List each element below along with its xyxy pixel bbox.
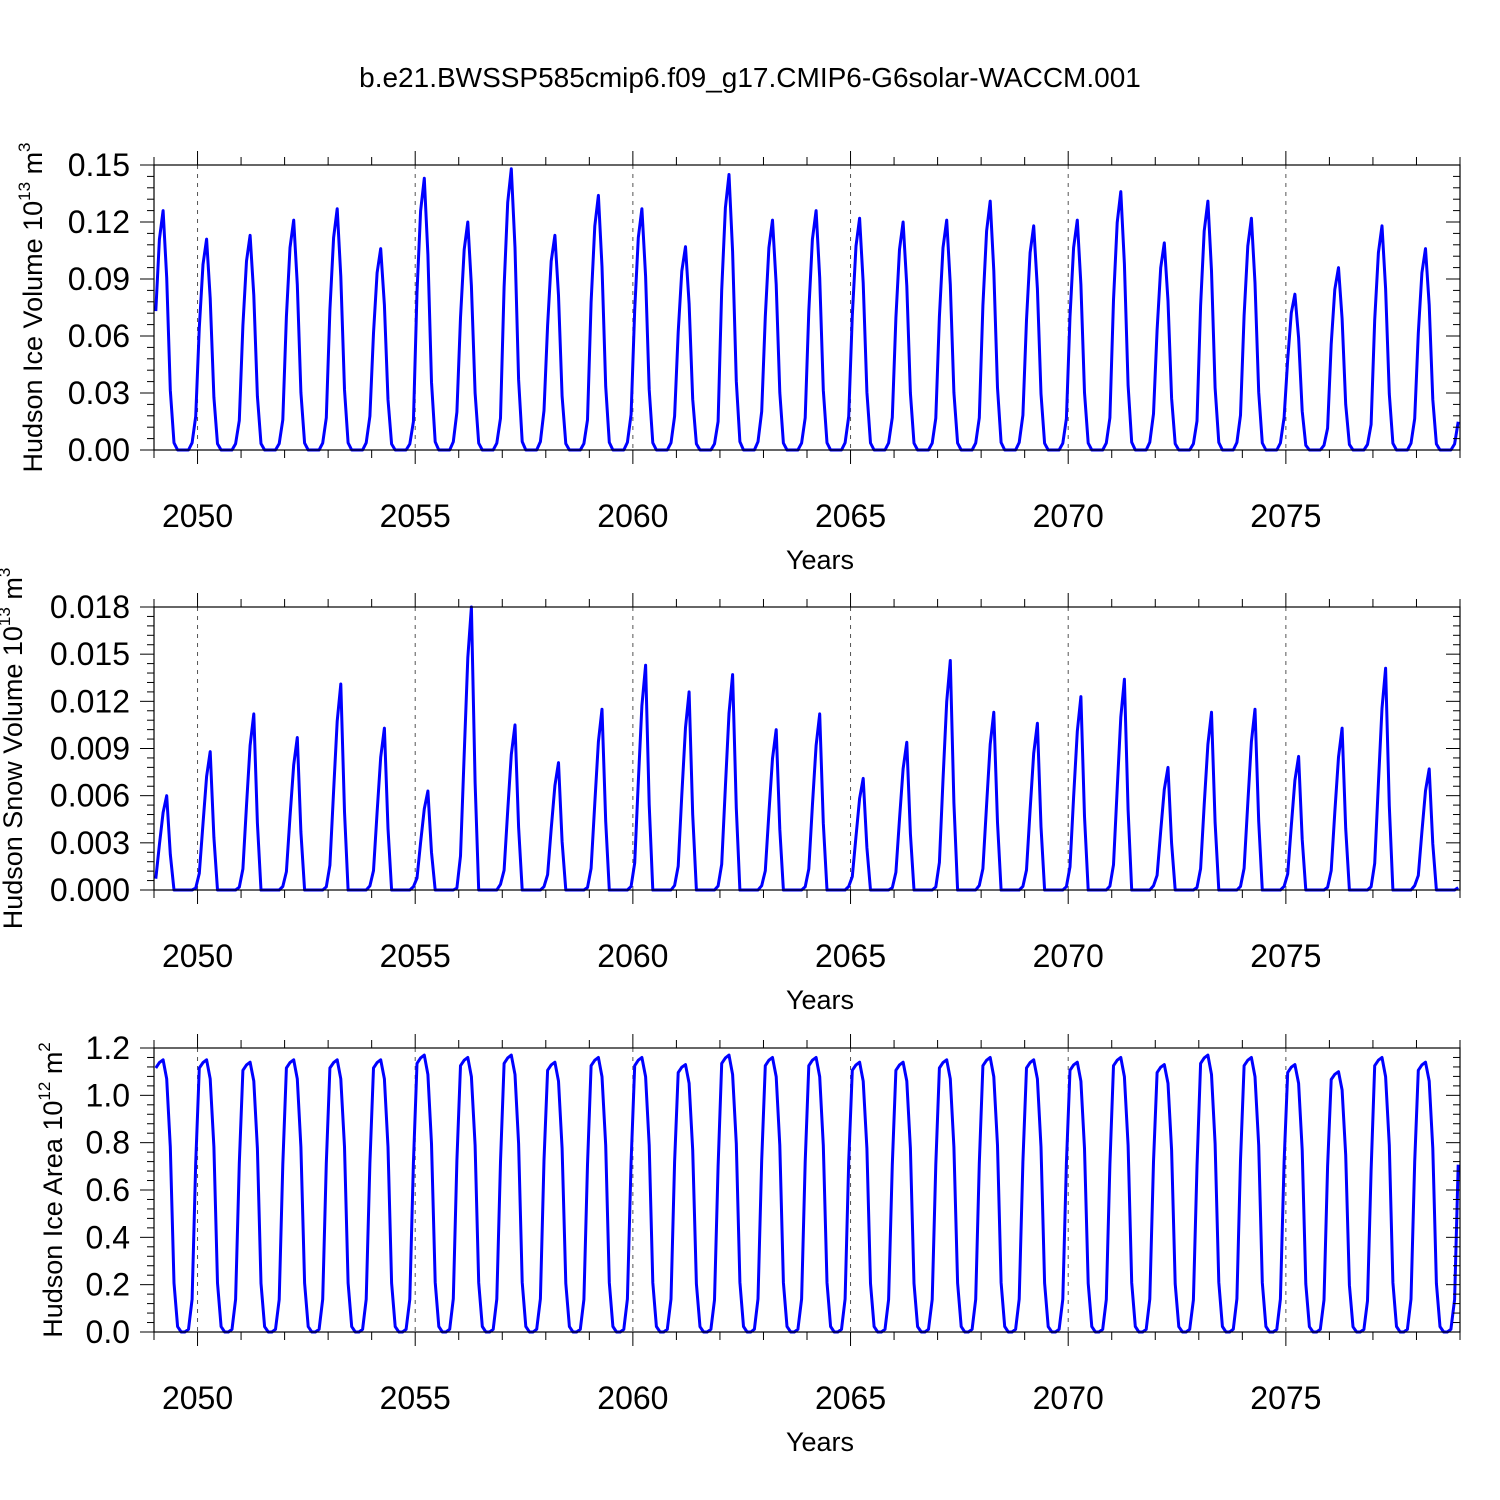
page-title: b.e21.BWSSP585cmip6.f09_g17.CMIP6-G6sola… bbox=[359, 62, 1141, 93]
y-axis-label: Hudson Ice Area 1012 m2 bbox=[35, 1042, 68, 1338]
y-tick-label: 0.15 bbox=[68, 147, 130, 183]
x-tick-label: 2070 bbox=[1033, 498, 1104, 534]
x-tick-label: 2070 bbox=[1033, 1380, 1104, 1416]
y-label-unit-exp: 3 bbox=[0, 568, 14, 577]
x-tick-label: 2060 bbox=[597, 498, 668, 534]
x-tick-label: 2065 bbox=[815, 1380, 886, 1416]
x-tick-label: 2075 bbox=[1250, 498, 1321, 534]
y-label-unit-exp: 3 bbox=[15, 142, 34, 151]
y-tick-label: 0.012 bbox=[50, 683, 130, 719]
y-tick-label: 0.009 bbox=[50, 731, 130, 767]
y-tick-label: 0.00 bbox=[68, 432, 130, 468]
x-tick-label: 2050 bbox=[162, 1380, 233, 1416]
y-axis-label: Hudson Ice Volume 1013 m3 bbox=[15, 142, 48, 472]
x-tick-label: 2050 bbox=[162, 938, 233, 974]
chart-panel-1: 2050 2055 2060 2065 2070 2075 Years 0.00 0.03 0.0… bbox=[15, 142, 1461, 575]
y-axis-label: Hudson Snow Volume 1013 m3 bbox=[0, 568, 28, 930]
y-tick-label: 0.4 bbox=[86, 1219, 130, 1255]
y-label-base: Hudson Snow Volume 10 bbox=[0, 626, 28, 929]
x-tick-label: 2060 bbox=[597, 1380, 668, 1416]
y-label-unit: m bbox=[0, 577, 28, 607]
y-label-unit: m bbox=[38, 1052, 68, 1082]
y-tick-label: 1.2 bbox=[86, 1030, 130, 1066]
x-axis-label: Years bbox=[786, 985, 854, 1015]
y-tick-label: 0.09 bbox=[68, 261, 130, 297]
series-line bbox=[154, 605, 1460, 892]
series-line bbox=[154, 167, 1460, 452]
y-tick-label: 0.6 bbox=[86, 1172, 130, 1208]
x-tick-label: 2060 bbox=[597, 938, 668, 974]
y-tick-label: 0.018 bbox=[50, 589, 130, 625]
y-tick-label: 0.03 bbox=[68, 375, 130, 411]
y-label-exp: 12 bbox=[35, 1082, 54, 1101]
x-tick-label: 2055 bbox=[380, 938, 451, 974]
plot-frame bbox=[153, 606, 1461, 891]
y-tick-label: 0.003 bbox=[50, 825, 130, 861]
x-tick-label: 2065 bbox=[815, 498, 886, 534]
x-tick-label: 2050 bbox=[162, 498, 233, 534]
y-label-base: Hudson Ice Area 10 bbox=[38, 1101, 68, 1338]
x-tick-label: 2055 bbox=[380, 1380, 451, 1416]
y-label-exp: 13 bbox=[0, 607, 14, 626]
y-tick-label: 1.0 bbox=[86, 1077, 130, 1113]
y-label-unit: m bbox=[18, 152, 48, 182]
y-tick-label: 0.8 bbox=[86, 1125, 130, 1161]
series-line bbox=[154, 1053, 1460, 1334]
x-axis-label: Years bbox=[786, 1427, 854, 1457]
y-tick-label: 0.2 bbox=[86, 1267, 130, 1303]
y-tick-label: 0.12 bbox=[68, 204, 130, 240]
y-label-exp: 13 bbox=[15, 182, 34, 201]
x-axis-label: Years bbox=[786, 545, 854, 575]
chart-panel-2: 2050 2055 2060 2065 2070 2075 Years 0.000 0.003 0… bbox=[0, 568, 1461, 1015]
x-tick-label: 2055 bbox=[380, 498, 451, 534]
x-tick-label: 2075 bbox=[1250, 1380, 1321, 1416]
x-tick-label: 2065 bbox=[815, 938, 886, 974]
y-tick-label: 0.06 bbox=[68, 318, 130, 354]
y-tick-label: 0.015 bbox=[50, 636, 130, 672]
x-tick-label: 2075 bbox=[1250, 938, 1321, 974]
y-tick-label: 0.0 bbox=[86, 1314, 130, 1350]
y-tick-label: 0.006 bbox=[50, 778, 130, 814]
y-label-base: Hudson Ice Volume 10 bbox=[18, 201, 48, 473]
chart-panel-3: 2050 2055 2060 2065 2070 2075 Years 0.0 0.2 0.4 0.… bbox=[35, 1030, 1461, 1457]
x-tick-label: 2070 bbox=[1033, 938, 1104, 974]
y-tick-label: 0.000 bbox=[50, 872, 130, 908]
y-label-unit-exp: 2 bbox=[35, 1042, 54, 1051]
